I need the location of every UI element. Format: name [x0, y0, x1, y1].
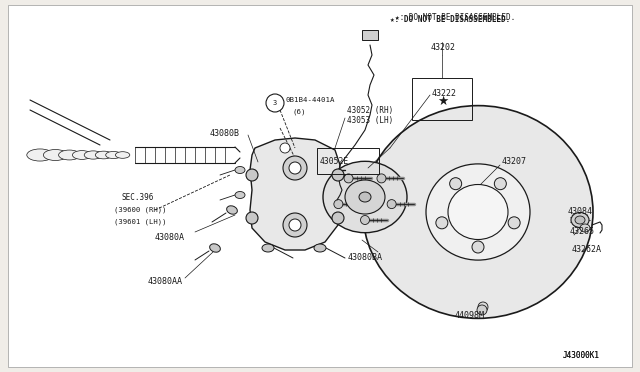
- Text: 43080AA: 43080AA: [148, 278, 183, 286]
- Text: 43052 (RH): 43052 (RH): [347, 106, 393, 115]
- Circle shape: [377, 174, 386, 183]
- Circle shape: [477, 305, 487, 315]
- Circle shape: [436, 217, 448, 229]
- Circle shape: [334, 200, 343, 209]
- Circle shape: [332, 169, 344, 181]
- Circle shape: [344, 174, 353, 183]
- Ellipse shape: [27, 149, 53, 161]
- Ellipse shape: [363, 106, 593, 318]
- Circle shape: [508, 217, 520, 229]
- Text: 43080BA: 43080BA: [348, 253, 383, 263]
- Ellipse shape: [44, 150, 67, 160]
- Ellipse shape: [314, 244, 326, 252]
- Ellipse shape: [426, 164, 530, 260]
- Text: ★: DO NOT BE DISASSEMBLED.: ★: DO NOT BE DISASSEMBLED.: [390, 16, 510, 25]
- Polygon shape: [250, 138, 340, 250]
- Text: 43262A: 43262A: [572, 246, 602, 254]
- Circle shape: [360, 215, 369, 224]
- Bar: [362, 30, 378, 40]
- Ellipse shape: [106, 151, 122, 158]
- Ellipse shape: [235, 167, 245, 173]
- Circle shape: [494, 178, 506, 190]
- Ellipse shape: [84, 151, 102, 159]
- Text: 43222: 43222: [432, 89, 457, 97]
- Circle shape: [246, 169, 258, 181]
- Circle shape: [280, 143, 290, 153]
- Circle shape: [289, 162, 301, 174]
- Ellipse shape: [210, 244, 220, 252]
- Circle shape: [450, 178, 461, 190]
- Ellipse shape: [575, 216, 585, 224]
- Bar: [317, 148, 379, 174]
- Circle shape: [283, 213, 307, 237]
- Bar: [412, 78, 472, 120]
- Text: (39601 (LH)): (39601 (LH)): [114, 219, 166, 225]
- Text: 43080B: 43080B: [210, 128, 240, 138]
- Ellipse shape: [359, 192, 371, 202]
- Circle shape: [472, 241, 484, 253]
- Text: ★: ★: [437, 94, 449, 108]
- Ellipse shape: [59, 150, 80, 160]
- Ellipse shape: [323, 161, 407, 233]
- Text: 43265: 43265: [570, 228, 595, 237]
- Text: J43000K1: J43000K1: [563, 352, 600, 360]
- Text: 43084: 43084: [568, 208, 593, 217]
- Ellipse shape: [448, 185, 508, 240]
- Text: 43080A: 43080A: [155, 234, 185, 243]
- Ellipse shape: [235, 192, 245, 199]
- Text: 43207: 43207: [502, 157, 527, 167]
- Ellipse shape: [262, 244, 274, 252]
- Ellipse shape: [72, 151, 92, 159]
- Text: (39600 (RH)): (39600 (RH)): [114, 207, 166, 213]
- Ellipse shape: [571, 212, 589, 228]
- Text: 0B1B4-4401A: 0B1B4-4401A: [286, 97, 335, 103]
- Text: SEC.396: SEC.396: [122, 193, 154, 202]
- Ellipse shape: [115, 152, 130, 158]
- Text: ★: DO NOT BE DISASSEMBLED.: ★: DO NOT BE DISASSEMBLED.: [395, 13, 515, 22]
- Ellipse shape: [580, 224, 590, 232]
- Circle shape: [478, 302, 488, 312]
- Text: 44098M: 44098M: [455, 311, 485, 320]
- Text: 43052E: 43052E: [320, 157, 349, 166]
- Circle shape: [283, 156, 307, 180]
- Ellipse shape: [95, 151, 112, 159]
- Ellipse shape: [227, 206, 237, 214]
- Circle shape: [246, 212, 258, 224]
- Circle shape: [289, 219, 301, 231]
- Text: (6): (6): [292, 109, 305, 115]
- Text: 43053 (LH): 43053 (LH): [347, 116, 393, 125]
- Text: 43202: 43202: [431, 44, 456, 52]
- Ellipse shape: [345, 180, 385, 214]
- Text: 3: 3: [273, 100, 277, 106]
- Circle shape: [387, 200, 396, 209]
- Text: J43000K1: J43000K1: [563, 350, 600, 359]
- Circle shape: [332, 212, 344, 224]
